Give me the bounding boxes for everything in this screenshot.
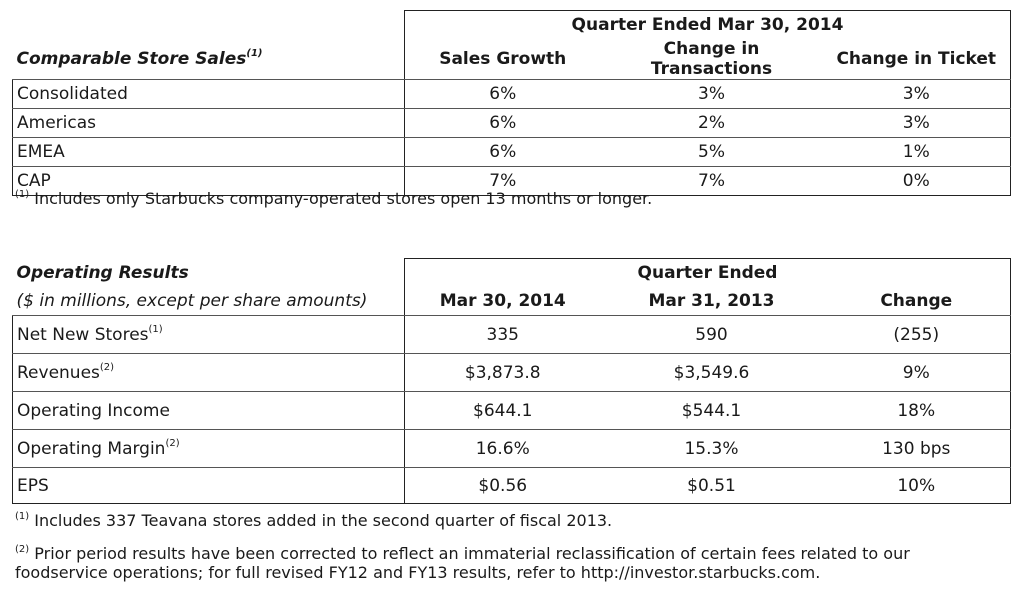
row-label: CAP [12, 166, 405, 196]
cell-value: 6% [404, 137, 601, 167]
table-row: Operating Margin(2) 16.6% 15.3% 130 bps [12, 429, 1011, 468]
cell-value: $0.56 [404, 467, 601, 504]
footnote-marker: (1) [15, 188, 30, 200]
comparable-title: Comparable Store Sales(1) [12, 39, 405, 80]
operating-title: Operating Results [16, 262, 189, 283]
cell-value: $3,549.6 [600, 353, 823, 392]
cell-value: $544.1 [600, 391, 823, 430]
comparable-title-sup: (1) [246, 48, 263, 60]
cell-value: 18% [822, 391, 1011, 430]
table-row: Consolidated 6% 3% 3% [12, 79, 1012, 109]
row-label: Revenues(2) [12, 353, 405, 392]
cell-value: 0% [822, 166, 1012, 196]
column-header-change-in-ticket: Change in Ticket [822, 39, 1012, 80]
footnote-marker: (2) [15, 543, 30, 555]
table-row: EPS $0.56 $0.51 10% [12, 467, 1011, 504]
comparable-footnote: (1) Includes only Starbucks company-oper… [15, 188, 653, 208]
table-row: Net New Stores(1) 335 590 (255) [12, 315, 1011, 354]
footnote-marker: (1) [15, 510, 30, 522]
column-header-sales-growth: Sales Growth [404, 39, 601, 80]
operating-subtitle: ($ in millions, except per share amounts… [12, 287, 405, 316]
cell-value: 590 [600, 315, 823, 354]
comparable-period-header: Quarter Ended Mar 30, 2014 [403, 10, 1012, 39]
cell-value: 16.6% [404, 429, 601, 468]
operating-footnote-2: (2) Prior period results have been corre… [15, 543, 910, 582]
operating-results-table: Operating Results Quarter Ended ($ in mi… [12, 258, 1011, 504]
table-row: Operating Income $644.1 $544.1 18% [12, 391, 1011, 430]
cell-value: 3% [822, 79, 1012, 109]
cell-value: 6% [404, 79, 601, 109]
cell-value: 5% [600, 137, 823, 167]
cell-value: 1% [822, 137, 1012, 167]
table-row: Revenues(2) $3,873.8 $3,549.6 9% [12, 353, 1011, 392]
row-label: Americas [12, 108, 405, 138]
row-label: Consolidated [12, 79, 405, 109]
cell-value: (255) [822, 315, 1011, 354]
column-header-mar-30-2014: Mar 30, 2014 [404, 287, 601, 316]
cell-value: 10% [822, 467, 1011, 504]
row-label: EMEA [12, 137, 405, 167]
cell-value: 7% [600, 166, 823, 196]
cell-value: 3% [822, 108, 1012, 138]
cell-value: 9% [822, 353, 1011, 392]
row-label: EPS [12, 467, 405, 504]
operating-period-header: Quarter Ended [404, 258, 1011, 287]
cell-value: 2% [600, 108, 823, 138]
cell-value: $0.51 [600, 467, 823, 504]
row-label: Operating Income [12, 391, 405, 430]
comparable-store-sales-table: Quarter Ended Mar 30, 2014 Comparable St… [12, 10, 1012, 196]
table-row: Americas 6% 2% 3% [12, 108, 1012, 138]
cell-value: 335 [404, 315, 601, 354]
cell-value: 15.3% [600, 429, 823, 468]
cell-value: 3% [600, 79, 823, 109]
cell-value: $3,873.8 [404, 353, 601, 392]
cell-value: 130 bps [822, 429, 1011, 468]
row-label: Operating Margin(2) [12, 429, 405, 468]
operating-footnote-1: (1) Includes 337 Teavana stores added in… [15, 510, 613, 530]
table-row: EMEA 6% 5% 1% [12, 137, 1012, 167]
table-row: CAP 7% 7% 0% [12, 166, 1012, 196]
column-header-mar-31-2013: Mar 31, 2013 [600, 287, 823, 316]
row-label: Net New Stores(1) [12, 315, 405, 354]
cell-value: 6% [404, 108, 601, 138]
column-header-change-in-transactions: Change in Transactions [600, 39, 823, 80]
cell-value: $644.1 [404, 391, 601, 430]
column-header-change: Change [822, 287, 1011, 316]
cell-value: 7% [404, 166, 601, 196]
